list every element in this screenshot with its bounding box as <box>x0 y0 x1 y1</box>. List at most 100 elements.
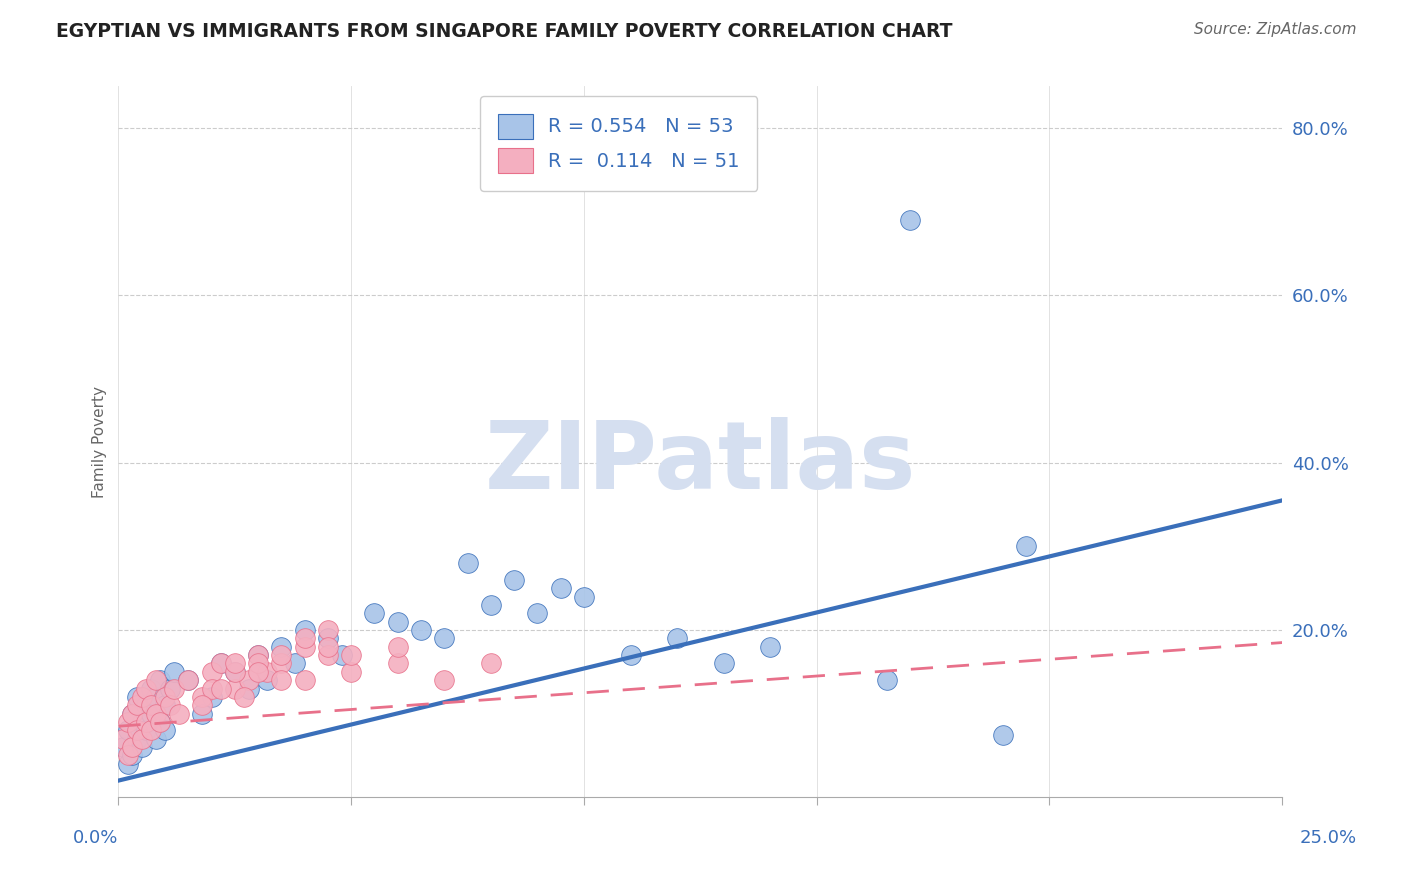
Point <box>209 657 232 671</box>
Point <box>666 632 689 646</box>
Point <box>409 623 432 637</box>
Point <box>479 657 502 671</box>
Point <box>898 213 921 227</box>
Point <box>284 657 307 671</box>
Point <box>177 673 200 688</box>
Point <box>224 681 246 696</box>
Point <box>149 714 172 729</box>
Point <box>135 681 157 696</box>
Point <box>224 665 246 679</box>
Point <box>117 714 139 729</box>
Y-axis label: Family Poverty: Family Poverty <box>93 386 107 498</box>
Point <box>270 657 292 671</box>
Point <box>163 681 186 696</box>
Point <box>167 706 190 721</box>
Point <box>270 640 292 654</box>
Text: ZIPatlas: ZIPatlas <box>485 417 917 509</box>
Point <box>159 698 181 713</box>
Point <box>153 698 176 713</box>
Point <box>316 640 339 654</box>
Point <box>145 706 167 721</box>
Point <box>159 681 181 696</box>
Point <box>121 740 143 755</box>
Point <box>125 731 148 746</box>
Text: 0.0%: 0.0% <box>73 829 118 847</box>
Text: Source: ZipAtlas.com: Source: ZipAtlas.com <box>1194 22 1357 37</box>
Point <box>233 690 256 704</box>
Point <box>224 657 246 671</box>
Point <box>387 640 409 654</box>
Point <box>247 648 270 662</box>
Point <box>209 681 232 696</box>
Point <box>153 690 176 704</box>
Point <box>433 632 456 646</box>
Point <box>363 607 385 621</box>
Point <box>139 698 162 713</box>
Point <box>479 598 502 612</box>
Point <box>387 657 409 671</box>
Point <box>340 648 363 662</box>
Point <box>247 648 270 662</box>
Text: 25.0%: 25.0% <box>1301 829 1357 847</box>
Point <box>256 673 278 688</box>
Point <box>200 681 222 696</box>
Point <box>433 673 456 688</box>
Point <box>876 673 898 688</box>
Point <box>135 723 157 738</box>
Point <box>238 673 260 688</box>
Point <box>191 690 214 704</box>
Point <box>294 632 316 646</box>
Point <box>572 590 595 604</box>
Point <box>238 681 260 696</box>
Point <box>139 681 162 696</box>
Point <box>247 665 270 679</box>
Point <box>256 665 278 679</box>
Point <box>125 690 148 704</box>
Point <box>270 648 292 662</box>
Point <box>200 665 222 679</box>
Point <box>191 698 214 713</box>
Point <box>224 665 246 679</box>
Point <box>153 723 176 738</box>
Point <box>131 731 153 746</box>
Point <box>131 740 153 755</box>
Point <box>713 657 735 671</box>
Point <box>145 731 167 746</box>
Point <box>121 748 143 763</box>
Point <box>149 714 172 729</box>
Point <box>135 698 157 713</box>
Point <box>209 657 232 671</box>
Point <box>316 632 339 646</box>
Point <box>139 706 162 721</box>
Point <box>112 740 135 755</box>
Point <box>117 723 139 738</box>
Point <box>759 640 782 654</box>
Point <box>145 673 167 688</box>
Point <box>316 623 339 637</box>
Point <box>117 756 139 771</box>
Point <box>526 607 548 621</box>
Point <box>200 690 222 704</box>
Text: EGYPTIAN VS IMMIGRANTS FROM SINGAPORE FAMILY POVERTY CORRELATION CHART: EGYPTIAN VS IMMIGRANTS FROM SINGAPORE FA… <box>56 22 953 41</box>
Point <box>270 673 292 688</box>
Point <box>991 728 1014 742</box>
Point <box>121 706 143 721</box>
Point <box>135 714 157 729</box>
Point <box>125 698 148 713</box>
Point <box>117 748 139 763</box>
Point <box>131 690 153 704</box>
Point <box>330 648 353 662</box>
Point <box>139 723 162 738</box>
Point <box>149 673 172 688</box>
Legend: R = 0.554   N = 53, R =  0.114   N = 51: R = 0.554 N = 53, R = 0.114 N = 51 <box>481 96 758 191</box>
Point <box>316 648 339 662</box>
Point <box>387 615 409 629</box>
Point <box>163 665 186 679</box>
Point <box>294 623 316 637</box>
Point <box>550 581 572 595</box>
Point <box>121 706 143 721</box>
Point <box>145 690 167 704</box>
Point <box>503 573 526 587</box>
Point <box>177 673 200 688</box>
Point <box>619 648 641 662</box>
